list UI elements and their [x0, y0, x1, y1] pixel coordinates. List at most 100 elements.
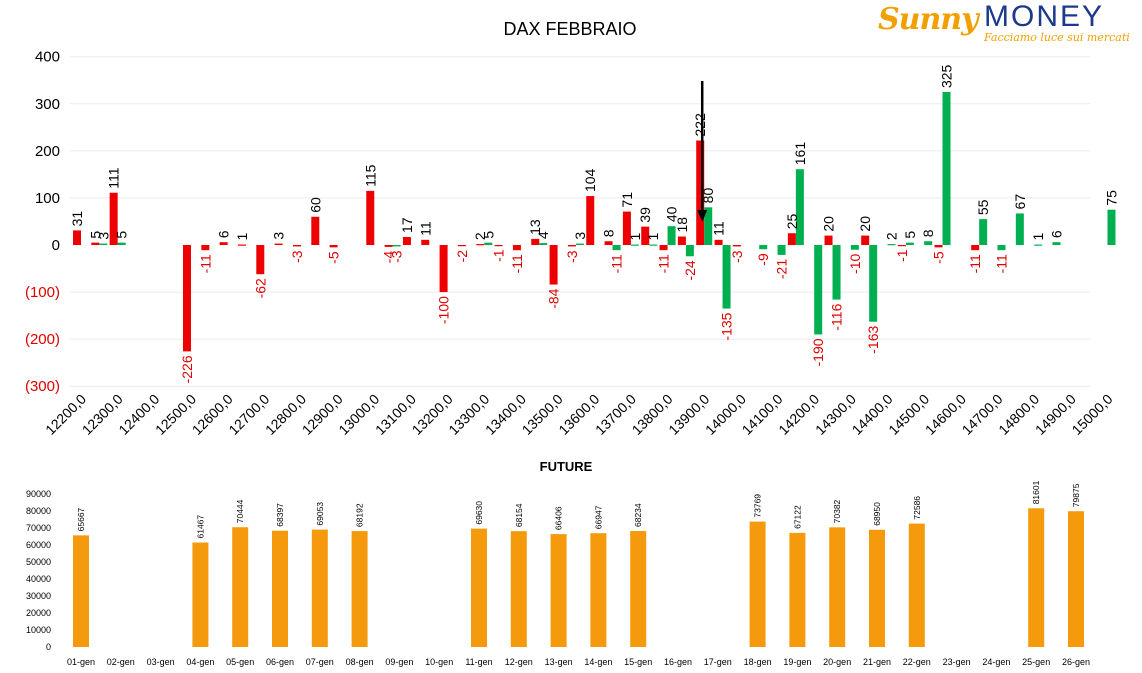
future-bar [1028, 508, 1045, 647]
future-x-tick-label: 16-gen [664, 657, 692, 667]
dax-bar [934, 245, 943, 248]
dax-bar [979, 219, 988, 245]
dax-data-label: 5 [902, 231, 918, 239]
dax-bar [905, 242, 914, 245]
dax-data-label: -21 [774, 259, 790, 279]
future-data-label: 69053 [315, 502, 325, 526]
dax-bar [622, 211, 631, 245]
future-data-label: 68397 [275, 503, 285, 527]
future-bar [789, 532, 806, 647]
dax-data-label: 20 [857, 216, 873, 232]
dax-bar [439, 245, 448, 293]
dax-bar [787, 233, 796, 245]
dax-bar [567, 245, 576, 247]
future-x-tick-label: 19-gen [783, 657, 811, 667]
dax-bar [604, 241, 613, 245]
dax-data-label: 31 [69, 211, 85, 227]
sunny-money-logo: Sunny MONEY Facciamo luce sui mercati [878, 0, 1138, 44]
dax-y-tick-label: 200 [35, 143, 60, 160]
dax-bar [366, 190, 375, 245]
dax-bar [256, 245, 265, 275]
dax-data-label: 11 [711, 221, 727, 236]
future-y-tick-label: 20000 [26, 608, 51, 618]
dax-data-label: 161 [792, 142, 808, 166]
dax-bar [1015, 213, 1024, 245]
dax-data-label: -11 [994, 254, 1010, 273]
dax-bar [512, 245, 521, 251]
arrow-marker [697, 81, 708, 222]
dax-bar [91, 242, 100, 245]
dax-bar [685, 245, 694, 257]
dax-data-label: 6 [216, 230, 232, 238]
dax-y-axis: 400 300 200 100 0 (100) (200) (300) [25, 49, 60, 395]
dax-data-label: -135 [719, 312, 735, 340]
dax-bar [942, 92, 951, 246]
dax-y-tick-label: (300) [25, 378, 60, 395]
dax-bar [117, 242, 126, 245]
dax-data-label: 75 [1103, 190, 1119, 206]
future-x-tick-label: 24-gen [982, 657, 1010, 667]
dax-data-label: 111 [106, 167, 122, 188]
future-bar [829, 527, 846, 647]
dax-data-label: -10 [847, 253, 863, 273]
future-x-tick-label: 05-gen [226, 657, 254, 667]
dax-data-label: 1 [1030, 233, 1046, 241]
future-data-label: 67122 [792, 505, 802, 529]
dax-y-tick-label: 300 [35, 96, 60, 113]
dax-bar [575, 243, 584, 245]
dax-data-label: 222 [692, 113, 708, 137]
future-x-tick-label: 22-gen [903, 657, 931, 667]
dax-bar [201, 245, 210, 251]
dax-bar [219, 242, 228, 245]
dax-y-tick-label: (100) [25, 284, 60, 301]
dax-data-label: 1 [645, 233, 661, 241]
future-x-tick-label: 26-gen [1062, 657, 1090, 667]
future-bar [192, 542, 209, 647]
future-x-tick-label: 12-gen [505, 657, 533, 667]
future-x-tick-label: 09-gen [385, 657, 413, 667]
future-x-tick-label: 14-gen [584, 657, 612, 667]
future-bar [510, 531, 527, 647]
future-x-tick-label: 03-gen [147, 657, 175, 667]
dax-gridlines [70, 56, 1090, 387]
dax-data-label: -5 [326, 251, 342, 264]
dax-bar [484, 242, 493, 245]
future-data-label: 61467 [195, 515, 205, 539]
dax-data-label: -4 [381, 251, 397, 264]
dax-data-label: 25 [784, 213, 800, 229]
dax-bar [476, 244, 485, 246]
future-bar [869, 529, 885, 647]
future-x-tick-label: 10-gen [425, 657, 453, 667]
future-x-tick-label: 25-gen [1022, 657, 1050, 667]
dax-bar [1034, 244, 1043, 246]
dax-data-label: 3 [95, 232, 111, 240]
dax-bar [832, 245, 841, 300]
dax-data-label: -163 [865, 326, 881, 354]
dax-bar [795, 169, 804, 245]
future-y-axis: 90000 80000 70000 60000 50000 40000 30000 20000… [26, 489, 51, 652]
dax-data-label: 40 [664, 206, 680, 222]
dax-bar [824, 235, 833, 245]
dax-bar [109, 192, 118, 245]
dax-data-label: 20 [821, 216, 837, 232]
future-data-label: 69630 [474, 501, 484, 525]
future-x-tick-label: 20-gen [823, 657, 851, 667]
future-data-label: 70382 [832, 499, 842, 523]
future-x-tick-label: 08-gen [346, 657, 374, 667]
future-data-labels: 65667 61467 70444 68397 69053 68192 69630 68154… [76, 480, 1081, 538]
future-x-tick-label: 01-gen [67, 657, 95, 667]
dax-data-label: -190 [810, 338, 826, 366]
future-bar [232, 527, 249, 647]
dax-data-label: -11 [967, 254, 983, 273]
future-bar [272, 530, 288, 647]
dax-data-label: -24 [682, 260, 698, 280]
logo-tagline: Facciamo luce sui mercati [984, 31, 1130, 44]
dax-data-label: 4 [535, 231, 551, 239]
dax-data-label: 6 [1048, 230, 1064, 238]
dax-bar [722, 245, 731, 309]
future-data-label: 66947 [593, 505, 603, 529]
future-y-tick-label: 60000 [26, 540, 51, 550]
dax-bar [292, 245, 301, 247]
future-data-label: 65667 [76, 507, 86, 531]
dax-bar [457, 245, 466, 247]
